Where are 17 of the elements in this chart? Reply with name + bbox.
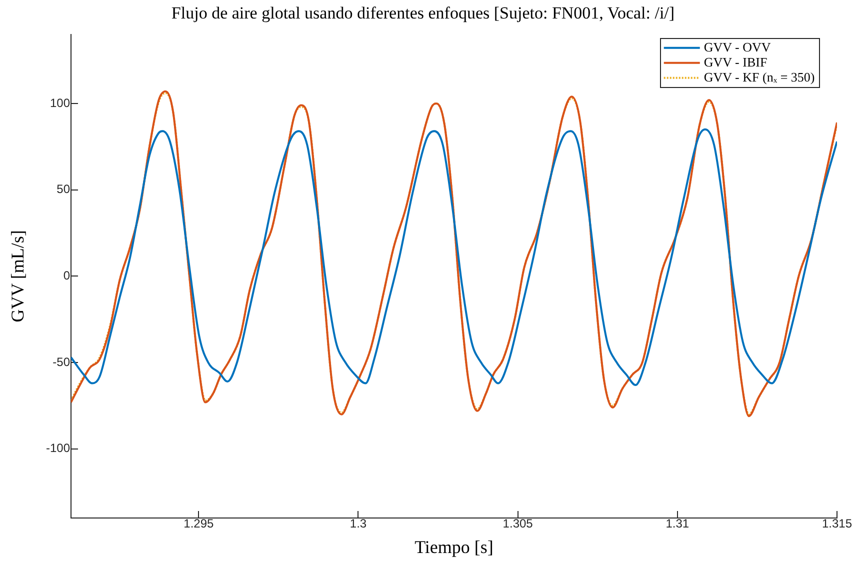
x-tick-label: 1.295 bbox=[184, 516, 214, 531]
legend-label: GVV - KF (nₓ = 350) bbox=[704, 69, 815, 84]
x-axis-title: Tiempo [s] bbox=[414, 536, 494, 557]
x-tick-label: 1.31 bbox=[666, 516, 690, 531]
chart-title: Flujo de aire glotal usando diferentes enfoques [Sujeto: FN001, Vocal: /i/] bbox=[171, 4, 675, 23]
y-tick-label: 100 bbox=[50, 96, 70, 110]
y-tick-label: 0 bbox=[63, 268, 70, 283]
x-tick-label: 1.305 bbox=[502, 516, 534, 531]
legend-label: GVV - IBIF bbox=[704, 54, 768, 70]
x-tick-label: 1.3 bbox=[350, 516, 367, 531]
x-tick-label: 1.315 bbox=[822, 516, 852, 531]
y-tick-label: -50 bbox=[52, 354, 70, 369]
y-tick-label: -100 bbox=[46, 441, 70, 456]
y-tick-label: 50 bbox=[56, 182, 70, 196]
line-series bbox=[71, 128, 837, 386]
legend-label: GVV - OVV bbox=[704, 39, 772, 54]
y-axis-title: GVV [mL/s] bbox=[8, 230, 28, 322]
